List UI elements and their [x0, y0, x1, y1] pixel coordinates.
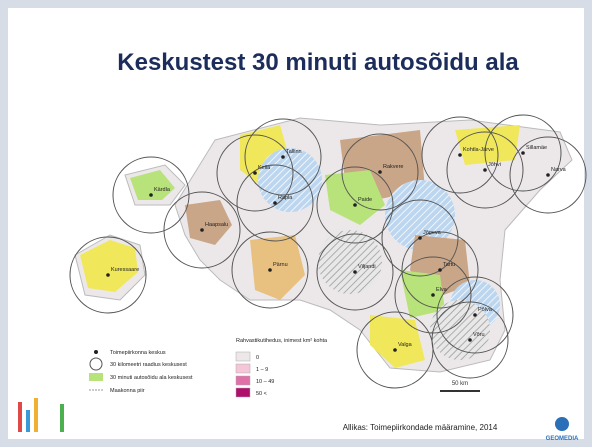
town-label: Sillamäe: [526, 145, 547, 151]
town-dot: [106, 273, 110, 277]
legend-symbol: [90, 358, 102, 370]
town-dot: [273, 201, 277, 205]
town-label: Jõhvi: [488, 162, 501, 168]
density-swatch: [236, 364, 250, 373]
legend-label: Toimepiirkonna keskus: [110, 350, 166, 356]
density-label: 50 <: [256, 391, 267, 397]
town-dot: [418, 236, 422, 240]
zone: [455, 125, 520, 165]
town-dot: [253, 171, 257, 175]
density-swatch: [236, 376, 250, 385]
decor: [26, 410, 30, 432]
town-label: Tallinn: [286, 149, 302, 155]
town-label: Keila: [258, 165, 271, 171]
density-label: 1 – 9: [256, 367, 268, 373]
town-label: Tartu: [443, 262, 455, 268]
town-dot: [353, 270, 357, 274]
town-dot: [546, 173, 550, 177]
town-label: Haapsalu: [205, 222, 228, 228]
town-label: Rakvere: [383, 164, 403, 170]
town-label: Paide: [358, 197, 372, 203]
town-label: Jõgeva: [423, 230, 442, 236]
town-dot: [393, 348, 397, 352]
town-label: Võru: [473, 332, 485, 338]
town-label: Pärnu: [273, 262, 288, 268]
density-label: 0: [256, 355, 259, 361]
decor: [60, 404, 64, 432]
town-dot: [149, 193, 153, 197]
town-dot: [521, 151, 525, 155]
density-label: 10 – 49: [256, 379, 274, 385]
town-dot: [378, 170, 382, 174]
legend-label: 30 kilomeetri raadius keskusest: [110, 362, 187, 368]
logo: GEOMEDIA: [546, 436, 579, 442]
density-swatch: [236, 388, 250, 397]
scale-bar: [440, 390, 480, 392]
decor: [18, 402, 22, 432]
town-dot: [473, 313, 477, 317]
town-dot: [468, 338, 472, 342]
town-dot: [200, 228, 204, 232]
logo-icon: [555, 417, 569, 431]
legend-label: 30 minuti autosõidu ala keskusest: [110, 375, 193, 381]
legend-symbol: [89, 373, 103, 381]
town-dot: [268, 268, 272, 272]
slide: Keskustest 30 minuti autosõidu ala Talli…: [0, 0, 592, 447]
town-dot: [458, 153, 462, 157]
slide-title: Keskustest 30 minuti autosõidu ala: [117, 49, 519, 76]
town-dot: [353, 203, 357, 207]
source: Allikas: Toimepiirkondade määramine, 201…: [343, 423, 498, 432]
town-dot: [438, 268, 442, 272]
map: Keskustest 30 minuti autosõidu ala Talli…: [0, 0, 592, 447]
town-label: Viljandi: [358, 264, 376, 270]
density-swatch: [236, 352, 250, 361]
town-dot: [483, 168, 487, 172]
decor: [34, 398, 38, 432]
town-label: Kohtla-Järve: [463, 147, 494, 153]
town-label: Põlva: [478, 307, 493, 313]
town-label: Elva: [436, 287, 448, 293]
density-title: Rahvastikutihedus, inimest km² kohta: [236, 338, 328, 344]
legend-label: Maakonna piir: [110, 388, 145, 394]
town-dot: [281, 155, 285, 159]
town-label: Rapla: [278, 195, 293, 201]
town-label: Narva: [551, 167, 567, 173]
scale-label: 50 km: [452, 381, 468, 387]
town-label: Kuressaare: [111, 267, 139, 273]
town-dot: [431, 293, 435, 297]
zone: [318, 230, 382, 294]
town-label: Valga: [398, 342, 413, 348]
town-label: Kärdla: [154, 187, 171, 193]
legend-symbol: [94, 350, 98, 354]
